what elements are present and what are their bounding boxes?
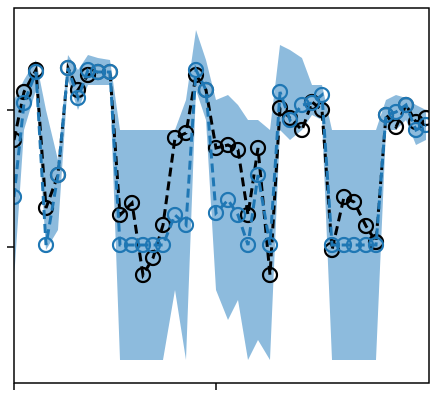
axes xyxy=(7,7,430,390)
plot-area xyxy=(14,30,429,360)
point-marker xyxy=(239,206,257,224)
point-marker xyxy=(207,139,225,157)
point-marker xyxy=(207,204,225,222)
point-marker xyxy=(323,236,341,254)
axes-frame xyxy=(13,7,430,384)
point-marker xyxy=(367,236,385,254)
point-marker xyxy=(417,116,429,134)
point-marker xyxy=(15,94,33,112)
point-marker xyxy=(59,59,77,77)
point-marker xyxy=(261,236,279,254)
confidence-band xyxy=(14,30,426,360)
point-marker xyxy=(249,166,267,184)
point-marker xyxy=(357,217,375,235)
point-marker xyxy=(407,121,425,139)
point-marker xyxy=(271,99,289,117)
point-marker xyxy=(345,236,363,254)
point-marker xyxy=(177,216,195,234)
point-marker xyxy=(239,236,257,254)
point-marker xyxy=(219,136,237,154)
point-marker xyxy=(134,266,152,284)
point-marker xyxy=(281,111,299,129)
point-marker xyxy=(293,121,311,139)
point-marker xyxy=(335,188,353,206)
point-marker xyxy=(377,106,395,124)
point-marker xyxy=(89,63,107,81)
point-marker xyxy=(144,236,162,254)
point-marker xyxy=(49,166,67,184)
point-marker xyxy=(345,193,363,211)
point-marker xyxy=(271,83,289,101)
point-marker xyxy=(111,236,129,254)
point-marker xyxy=(313,86,331,104)
point-marker xyxy=(134,236,152,254)
point-marker xyxy=(219,191,237,209)
point-marker xyxy=(397,96,415,114)
series-line xyxy=(14,62,427,280)
point-marker xyxy=(79,66,97,84)
point-marker xyxy=(229,141,247,159)
point-marker xyxy=(154,236,172,254)
point-marker xyxy=(261,266,279,284)
point-marker xyxy=(357,236,375,254)
point-marker xyxy=(229,206,247,224)
point-marker xyxy=(197,81,215,99)
point-marker xyxy=(79,61,97,79)
point-marker xyxy=(187,61,205,79)
point-marker xyxy=(249,139,267,157)
point-marker xyxy=(37,236,55,254)
point-marker xyxy=(166,206,184,224)
point-marker xyxy=(123,194,141,212)
point-marker xyxy=(27,63,45,81)
point-marker xyxy=(69,89,87,107)
point-marker xyxy=(335,236,353,254)
point-marker xyxy=(123,236,141,254)
point-marker xyxy=(101,63,119,81)
point-marker xyxy=(111,206,129,224)
point-marker xyxy=(293,96,311,114)
point-marker xyxy=(303,94,321,112)
point-marker xyxy=(14,188,23,206)
